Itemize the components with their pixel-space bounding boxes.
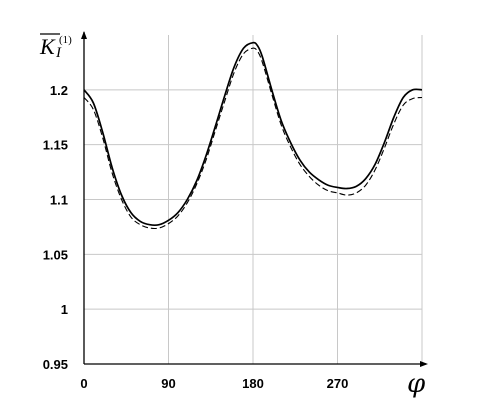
series-line-dashed — [83, 47, 423, 230]
y-tick-label: 0.95 — [43, 357, 68, 372]
x-tick-label: 90 — [161, 376, 175, 391]
grid — [84, 35, 423, 364]
y-tick-label: 1.2 — [50, 83, 68, 98]
axes — [81, 31, 428, 367]
y-axis-label-sub: I — [55, 45, 62, 61]
y-tick-label: 1.15 — [43, 138, 68, 153]
x-tick-label: 270 — [327, 376, 349, 391]
x-axis-label: φ — [407, 369, 426, 399]
y-tick-label: 1.05 — [43, 247, 68, 262]
series-lines — [83, 41, 423, 230]
y-axis-arrow — [81, 31, 87, 39]
x-tick-label: 180 — [242, 376, 264, 391]
x-tick-label: 0 — [80, 376, 87, 391]
y-tick-label: 1.1 — [50, 193, 68, 208]
x-axis-arrow — [420, 361, 428, 367]
y-axis-label: K I (1) — [39, 33, 72, 61]
y-axis-label-main: K — [39, 34, 56, 59]
y-tick-label: 1 — [61, 302, 68, 317]
tick-labels: 0.95 1 1.05 1.1 1.15 1.2 0 90 180 270 — [43, 83, 349, 391]
series-line-solid — [83, 41, 423, 227]
y-axis-label-sup: (1) — [59, 34, 72, 46]
